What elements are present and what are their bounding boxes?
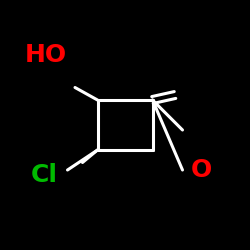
Text: Cl: Cl: [30, 163, 57, 187]
Text: HO: HO: [25, 43, 67, 67]
Text: O: O: [191, 158, 212, 182]
